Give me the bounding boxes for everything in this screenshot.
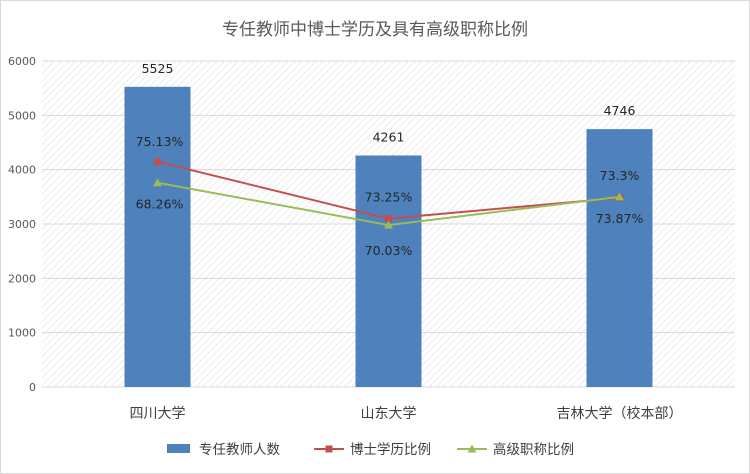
x-tick-label: 山东大学 [361, 406, 417, 422]
y-tick-label: 4000 [8, 164, 36, 177]
chart-title: 专任教师中博士学历及具有高级职称比例 [222, 20, 528, 40]
line-value-label: 73.3% [600, 168, 640, 183]
bar [355, 155, 422, 387]
bar-value-label: 4746 [604, 103, 636, 118]
line-point [615, 192, 624, 201]
line-point [385, 215, 392, 223]
line-point [154, 158, 161, 166]
line-value-label: 68.26% [136, 197, 184, 212]
bar-series [124, 86, 653, 387]
x-tick-label: 四川大学 [130, 406, 186, 422]
line-value-label: 75.13% [136, 134, 184, 149]
line-series [153, 158, 624, 229]
line-point [153, 178, 162, 187]
legend-label: 专任教师人数 [199, 442, 280, 458]
legend-label: 博士学历比例 [350, 441, 431, 458]
y-tick-label: 1000 [8, 327, 36, 340]
y-tick-label: 5000 [8, 109, 36, 122]
y-axis: 0 1000 2000 3000 4000 5000 6000 [8, 55, 36, 394]
line-value-label: 70.03% [365, 243, 413, 258]
legend-marker [467, 444, 477, 453]
bar-value-label: 4261 [373, 129, 405, 144]
y-tick-label: 0 [29, 381, 36, 394]
x-axis: 四川大学 山东大学 吉林大学（校本部） [130, 405, 683, 422]
y-tick-label: 6000 [8, 55, 36, 68]
bar [586, 129, 653, 387]
line-value-label: 73.25% [365, 190, 413, 205]
y-tick-label: 3000 [8, 218, 36, 231]
data-labels: 5525 4261 4746 75.13% 73.25% 73.3% 68.26% 70.03… [136, 61, 644, 258]
legend-marker [325, 445, 333, 453]
legend: 专任教师人数 博士学历比例 高级职称比例 [167, 441, 574, 458]
y-tick-label: 2000 [8, 272, 36, 285]
bar [124, 86, 191, 387]
x-tick-label: 吉林大学（校本部） [557, 405, 683, 422]
legend-swatch [167, 444, 190, 453]
bar-value-label: 5525 [142, 61, 174, 76]
line-point [384, 220, 393, 229]
line-value-label: 73.87% [596, 211, 644, 226]
legend-label: 高级职称比例 [493, 441, 574, 458]
